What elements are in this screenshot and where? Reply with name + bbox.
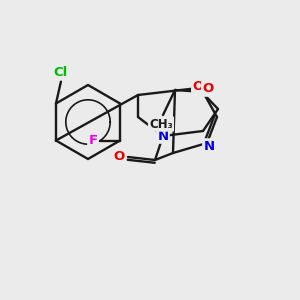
Text: N: N [158, 130, 169, 142]
Text: N: N [203, 140, 214, 152]
Text: O: O [192, 80, 204, 92]
Text: F: F [88, 134, 98, 147]
Text: O: O [113, 151, 124, 164]
Text: CH₃: CH₃ [149, 118, 173, 130]
Text: O: O [202, 82, 214, 95]
Text: Cl: Cl [54, 66, 68, 79]
